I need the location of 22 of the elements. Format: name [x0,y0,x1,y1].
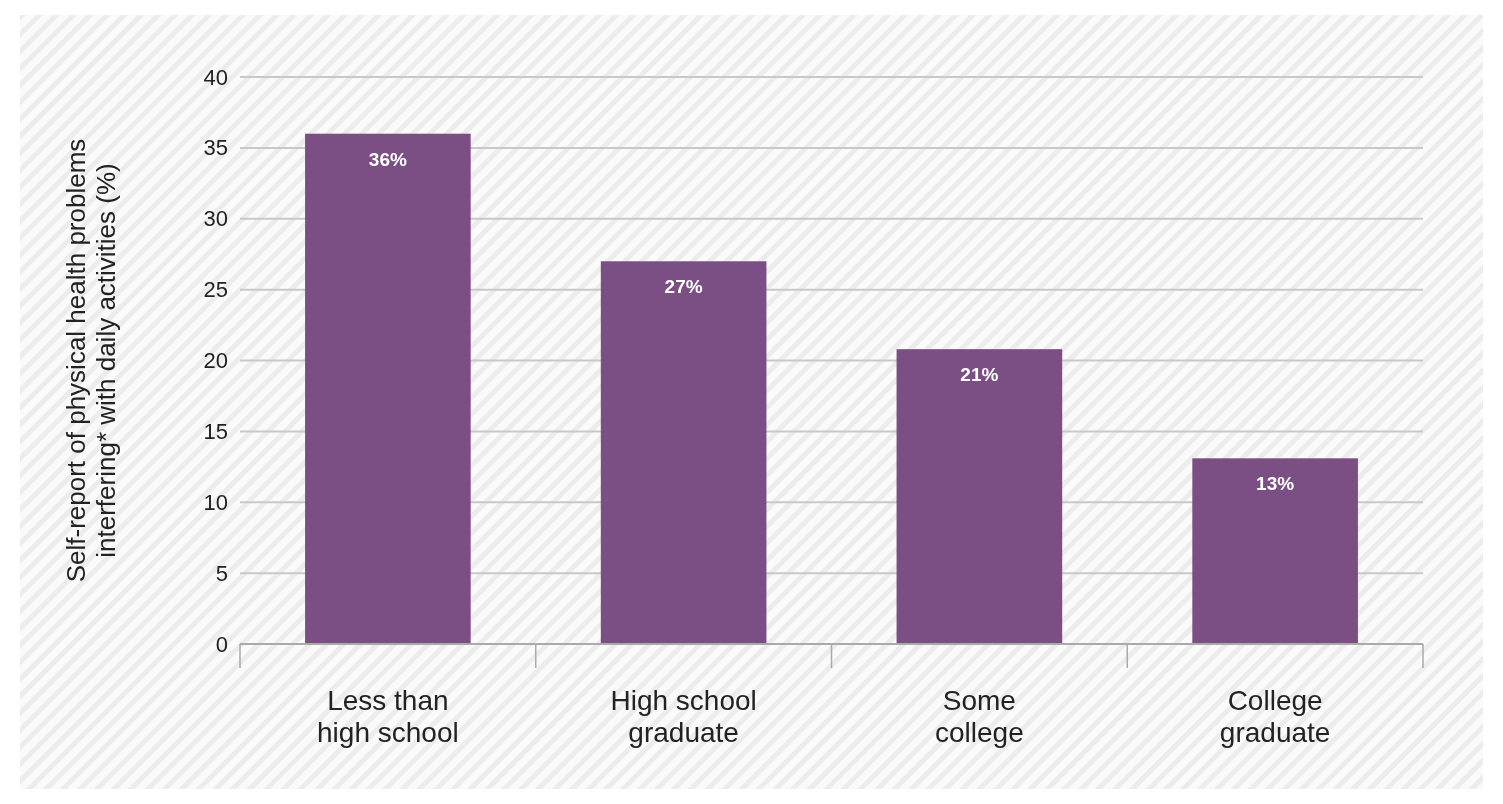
x-tick-label: Some college [935,685,1024,749]
bar [1192,458,1358,644]
bar [896,349,1063,644]
x-tick-label: High school graduate [610,685,757,749]
y-tick-label: 5 [215,560,228,586]
y-tick-label: 20 [203,348,228,374]
data-label: 13% [1256,473,1295,495]
y-tick-label: 30 [203,206,228,232]
data-label: 21% [960,364,999,386]
y-axis-title: Self-report of physical health problems interfering* with daily activities (%) [61,138,121,583]
y-tick-label: 40 [203,64,228,90]
y-tick-label: 35 [203,135,228,161]
y-tick-label: 10 [203,489,228,515]
data-label: 36% [368,148,407,170]
data-label: 27% [664,276,703,298]
y-tick-label: 15 [203,418,228,444]
y-tick-label: 25 [203,277,228,303]
x-tick-label: Less than high school [317,685,459,749]
bar [305,133,471,644]
x-tick-label: College graduate [1219,685,1331,749]
y-tick-label: 0 [215,631,228,657]
bar [600,261,767,644]
